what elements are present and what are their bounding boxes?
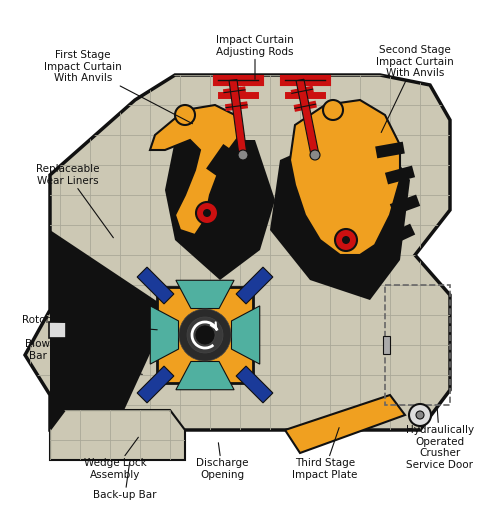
Polygon shape xyxy=(165,140,275,280)
FancyBboxPatch shape xyxy=(390,194,420,215)
Polygon shape xyxy=(25,75,450,430)
FancyBboxPatch shape xyxy=(375,142,405,158)
Text: Discharge
Opening: Discharge Opening xyxy=(196,443,248,480)
FancyBboxPatch shape xyxy=(385,166,415,184)
Text: First Stage
Impact Curtain
With Anvils: First Stage Impact Curtain With Anvils xyxy=(44,50,193,123)
Circle shape xyxy=(195,325,215,345)
FancyBboxPatch shape xyxy=(236,366,273,403)
Circle shape xyxy=(238,150,248,160)
Polygon shape xyxy=(270,120,410,300)
Text: Third Stage
Impact Plate: Third Stage Impact Plate xyxy=(292,428,358,480)
Polygon shape xyxy=(232,306,260,364)
Circle shape xyxy=(187,317,223,353)
Text: Rotor: Rotor xyxy=(22,315,157,330)
Circle shape xyxy=(203,209,211,217)
Circle shape xyxy=(342,236,350,244)
FancyBboxPatch shape xyxy=(296,79,319,156)
Text: Replaceable
Wear Liners: Replaceable Wear Liners xyxy=(36,164,114,238)
Polygon shape xyxy=(285,395,405,453)
FancyBboxPatch shape xyxy=(236,267,273,304)
Circle shape xyxy=(335,229,357,251)
Circle shape xyxy=(323,100,343,120)
Text: Wedge Lock
Assembly: Wedge Lock Assembly xyxy=(84,437,146,480)
FancyBboxPatch shape xyxy=(49,322,66,338)
FancyBboxPatch shape xyxy=(206,144,234,176)
FancyBboxPatch shape xyxy=(383,336,390,354)
Polygon shape xyxy=(150,306,178,364)
FancyBboxPatch shape xyxy=(385,224,415,246)
Text: Hydraulically
Operated
Crusher
Service Door: Hydraulically Operated Crusher Service D… xyxy=(406,408,474,470)
Circle shape xyxy=(409,404,431,426)
Circle shape xyxy=(196,202,218,224)
Text: Impact Curtain
Adjusting Rods: Impact Curtain Adjusting Rods xyxy=(216,35,294,79)
Circle shape xyxy=(310,150,320,160)
Text: Back-up Bar: Back-up Bar xyxy=(93,463,157,500)
Circle shape xyxy=(175,105,195,125)
Text: Blow
Bar: Blow Bar xyxy=(25,339,142,375)
FancyBboxPatch shape xyxy=(137,267,174,304)
FancyBboxPatch shape xyxy=(222,194,242,226)
Circle shape xyxy=(416,411,424,419)
Polygon shape xyxy=(50,410,185,460)
FancyBboxPatch shape xyxy=(137,366,174,403)
Polygon shape xyxy=(176,280,234,308)
FancyBboxPatch shape xyxy=(229,80,247,156)
Polygon shape xyxy=(176,362,234,390)
Polygon shape xyxy=(50,230,170,430)
FancyBboxPatch shape xyxy=(221,219,239,251)
FancyBboxPatch shape xyxy=(216,169,240,201)
Circle shape xyxy=(179,309,231,361)
Polygon shape xyxy=(290,100,400,255)
Text: Second Stage
Impact Curtain
With Anvils: Second Stage Impact Curtain With Anvils xyxy=(376,45,454,132)
Polygon shape xyxy=(157,287,253,383)
Polygon shape xyxy=(150,105,240,235)
